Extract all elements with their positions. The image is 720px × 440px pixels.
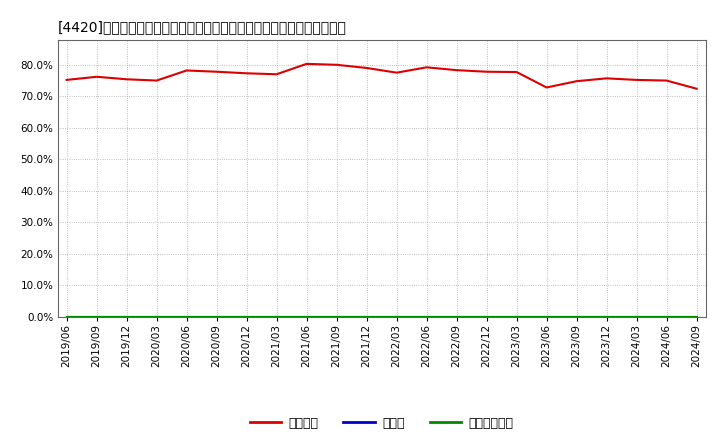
のれん [333, 314, 341, 319]
のれん [572, 314, 581, 319]
自己資本 [542, 85, 551, 90]
のれん [693, 314, 701, 319]
のれん [92, 314, 101, 319]
繰延税金資産 [122, 314, 131, 319]
自己資本 [513, 70, 521, 75]
のれん [542, 314, 551, 319]
Text: [4420]　自己資本、のれん、繰延税金資産の総資産に対する比率の推移: [4420] 自己資本、のれん、繰延税金資産の総資産に対する比率の推移 [58, 20, 346, 34]
のれん [513, 314, 521, 319]
繰延税金資産 [362, 314, 371, 319]
自己資本 [632, 77, 641, 83]
繰延税金資産 [153, 314, 161, 319]
繰延税金資産 [422, 314, 431, 319]
自己資本 [302, 61, 311, 66]
自己資本 [602, 76, 611, 81]
のれん [153, 314, 161, 319]
自己資本 [182, 68, 191, 73]
自己資本 [242, 71, 251, 76]
のれん [662, 314, 671, 319]
自己資本 [153, 78, 161, 83]
のれん [452, 314, 461, 319]
のれん [212, 314, 221, 319]
のれん [632, 314, 641, 319]
のれん [272, 314, 281, 319]
自己資本 [452, 67, 461, 73]
繰延税金資産 [92, 314, 101, 319]
自己資本 [572, 78, 581, 84]
のれん [392, 314, 401, 319]
自己資本 [422, 65, 431, 70]
繰延税金資産 [392, 314, 401, 319]
自己資本 [333, 62, 341, 67]
繰延税金資産 [662, 314, 671, 319]
繰延税金資産 [572, 314, 581, 319]
自己資本 [272, 72, 281, 77]
自己資本 [482, 69, 491, 74]
のれん [302, 314, 311, 319]
繰延税金資産 [632, 314, 641, 319]
自己資本 [62, 77, 71, 83]
のれん [242, 314, 251, 319]
のれん [62, 314, 71, 319]
のれん [122, 314, 131, 319]
繰延税金資産 [693, 314, 701, 319]
自己資本 [392, 70, 401, 75]
のれん [602, 314, 611, 319]
自己資本 [362, 65, 371, 70]
繰延税金資産 [212, 314, 221, 319]
繰延税金資産 [272, 314, 281, 319]
自己資本 [122, 77, 131, 82]
繰延税金資産 [62, 314, 71, 319]
自己資本 [92, 74, 101, 79]
Legend: 自己資本, のれん, 繰延税金資産: 自己資本, のれん, 繰延税金資産 [245, 412, 518, 435]
繰延税金資産 [602, 314, 611, 319]
繰延税金資産 [542, 314, 551, 319]
のれん [362, 314, 371, 319]
繰延税金資産 [333, 314, 341, 319]
のれん [182, 314, 191, 319]
繰延税金資産 [452, 314, 461, 319]
繰延税金資産 [242, 314, 251, 319]
Line: 自己資本: 自己資本 [66, 64, 697, 89]
繰延税金資産 [513, 314, 521, 319]
自己資本 [693, 86, 701, 92]
のれん [422, 314, 431, 319]
のれん [482, 314, 491, 319]
繰延税金資産 [182, 314, 191, 319]
繰延税金資産 [302, 314, 311, 319]
繰延税金資産 [482, 314, 491, 319]
自己資本 [212, 69, 221, 74]
自己資本 [662, 78, 671, 83]
